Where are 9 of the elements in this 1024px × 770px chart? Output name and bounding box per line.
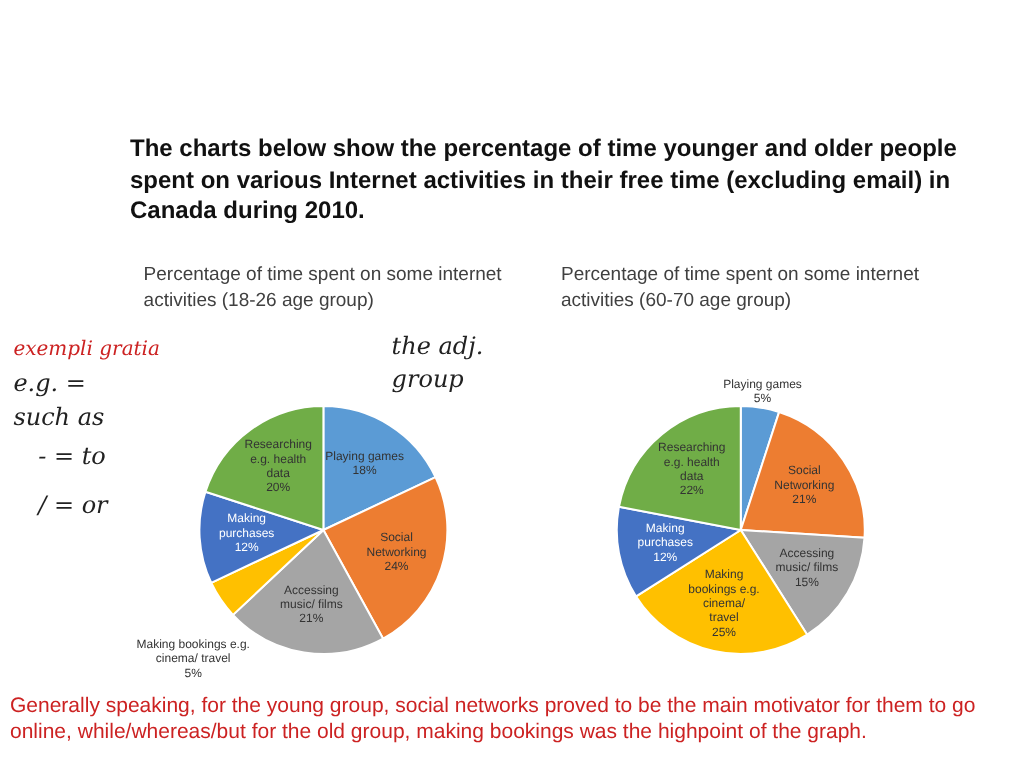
text: / = or [36, 491, 111, 520]
text: exempli gratia [13, 339, 160, 362]
text: The charts below show the percentage of time younger and older people spent on various Internet activities in their free time (excluding email) in Canada during 2010. [130, 134, 959, 228]
chart-title: Percentage of time spent on some internet activities (60-70 age group) [560, 264, 920, 313]
text: Generally speaking, for the young group, social networks proved to be the main motivator for them to go online, while/whereas/but for the old group, making bookings was the highpoint of the graph. [10, 694, 978, 747]
chart-title: Percentage of time spent on some internet activities (18-26 age group) [143, 264, 503, 313]
text: - = to [38, 441, 106, 470]
text: the adj. group [391, 331, 484, 394]
text: e.g. = such as [13, 369, 105, 431]
